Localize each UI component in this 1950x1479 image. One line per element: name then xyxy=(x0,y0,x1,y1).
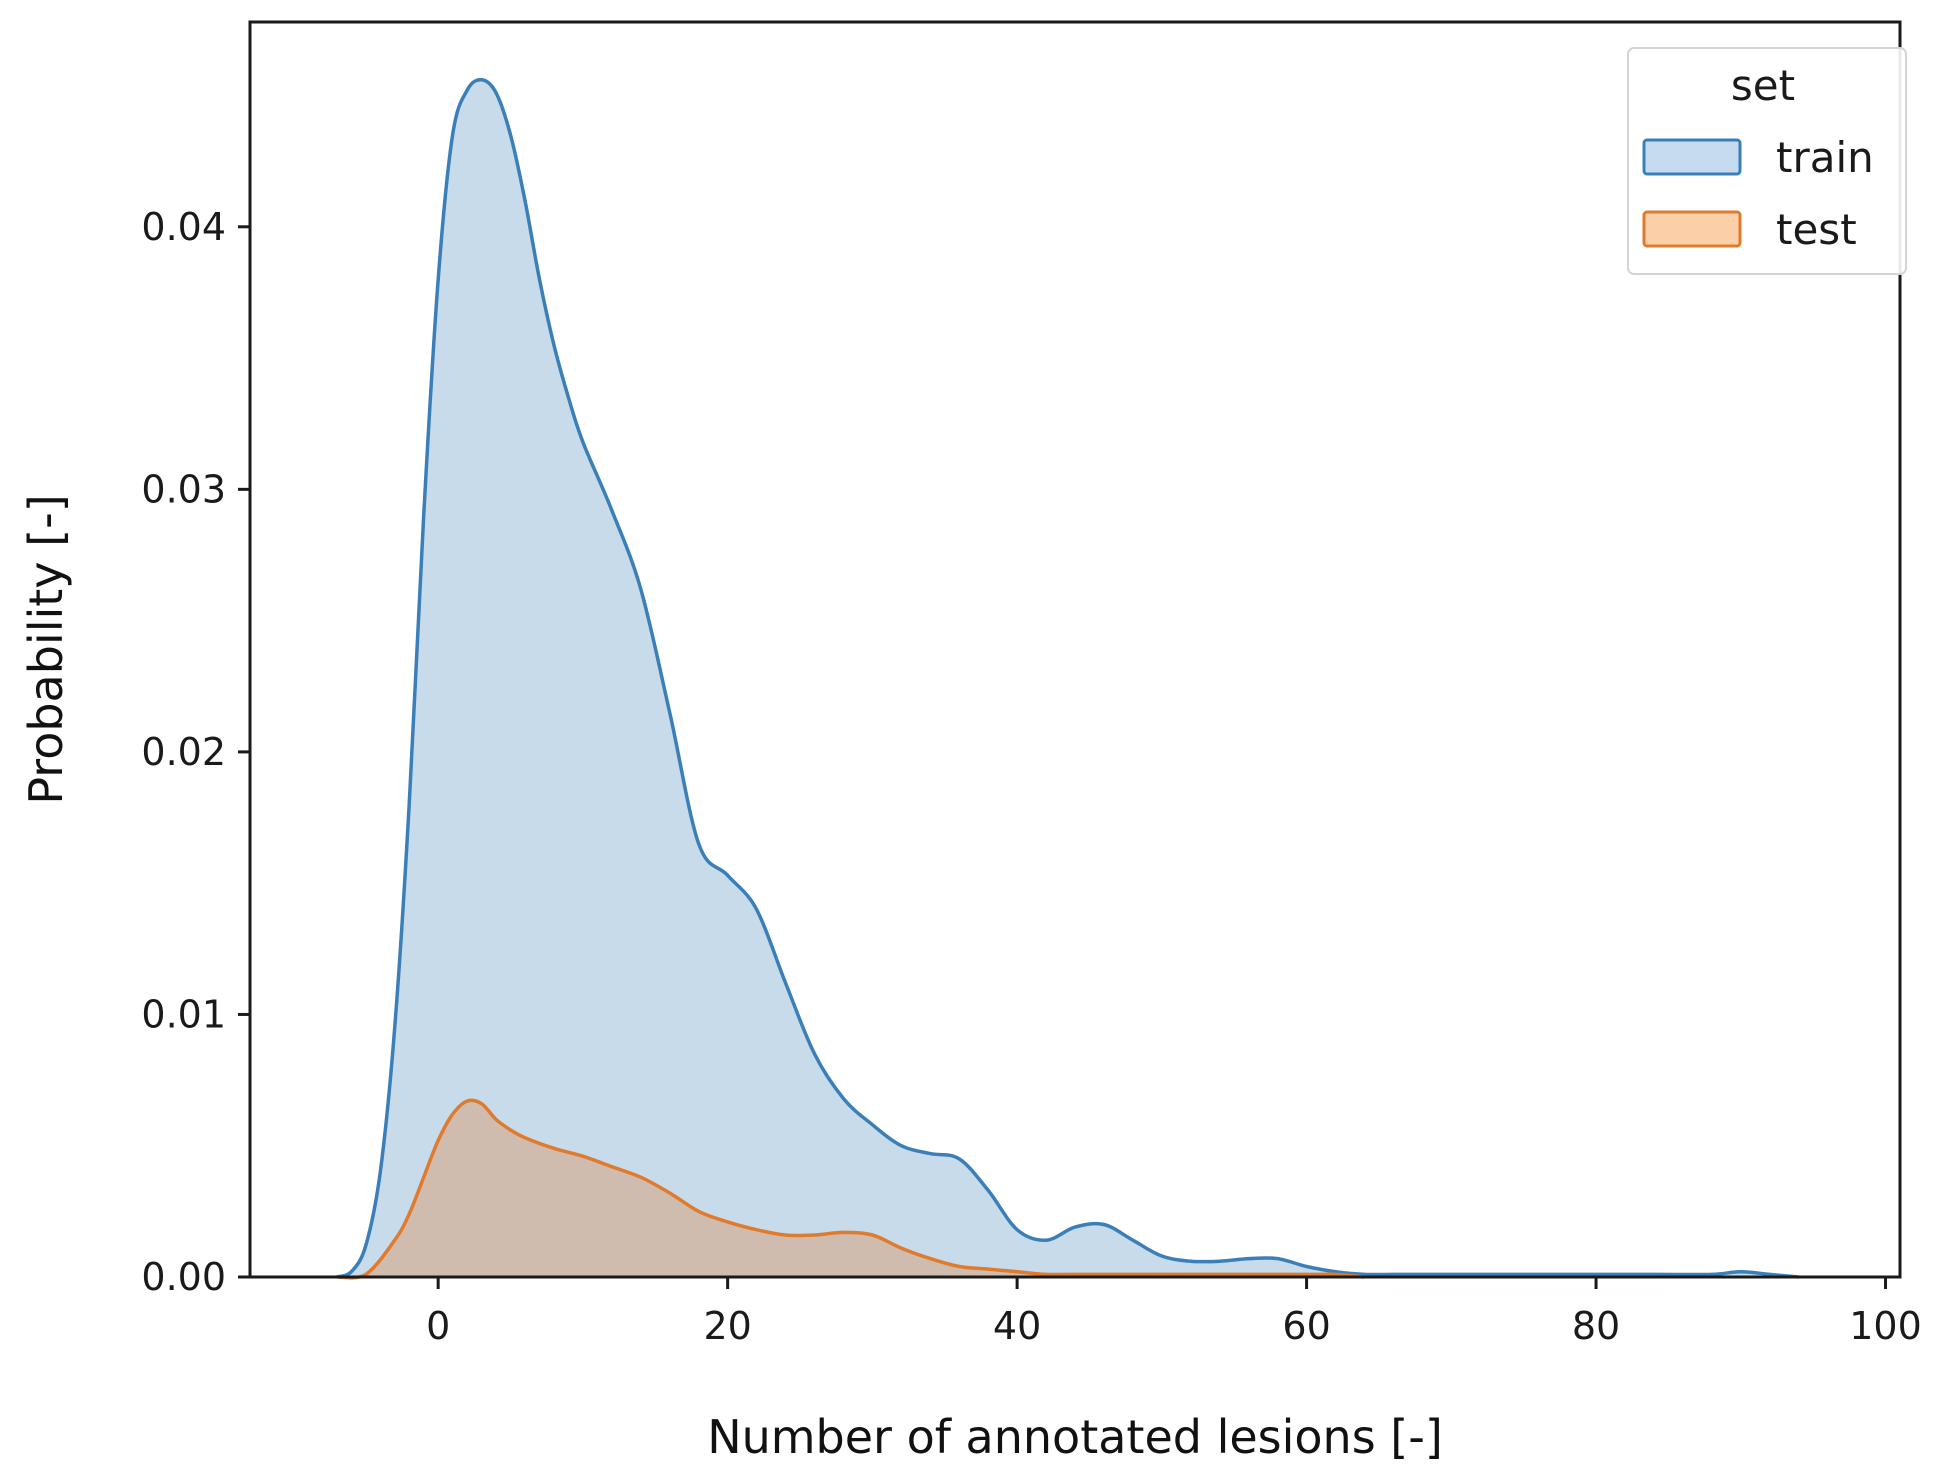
x-axis: 0 20 40 60 80 100 xyxy=(426,1277,1922,1348)
x-tick-label: 20 xyxy=(703,1304,751,1348)
legend-swatch-test xyxy=(1642,210,1742,248)
legend-label-train: train xyxy=(1776,133,1874,182)
y-axis: 0.00 0.01 0.02 0.03 0.04 xyxy=(141,205,250,1299)
series-line-train xyxy=(336,77,1799,1279)
x-axis-title: Number of annotated lesions [-] xyxy=(707,1410,1443,1464)
y-tick-label: 0.02 xyxy=(141,730,226,774)
y-tick-label: 0.04 xyxy=(141,205,226,249)
legend-label-test: test xyxy=(1776,205,1857,254)
legend: set train test xyxy=(1627,47,1907,275)
y-tick-label: 0.00 xyxy=(141,1255,226,1299)
x-tick-label: 80 xyxy=(1572,1304,1620,1348)
x-tick-label: 100 xyxy=(1849,1304,1922,1348)
series-line-test xyxy=(336,1098,1365,1280)
y-tick-label: 0.03 xyxy=(141,467,226,511)
legend-title: set xyxy=(1731,61,1795,110)
legend-swatch-train xyxy=(1642,138,1742,176)
x-tick-label: 40 xyxy=(993,1304,1041,1348)
series-area-test xyxy=(336,1100,1365,1278)
x-tick-label: 60 xyxy=(1282,1304,1330,1348)
y-tick-label: 0.01 xyxy=(141,992,226,1036)
plot-frame xyxy=(248,20,1902,1279)
x-tick-label: 0 xyxy=(426,1304,450,1348)
series-area-train xyxy=(336,79,1799,1277)
y-axis-title: Probability [-] xyxy=(19,494,73,804)
series-layer xyxy=(336,77,1799,1280)
